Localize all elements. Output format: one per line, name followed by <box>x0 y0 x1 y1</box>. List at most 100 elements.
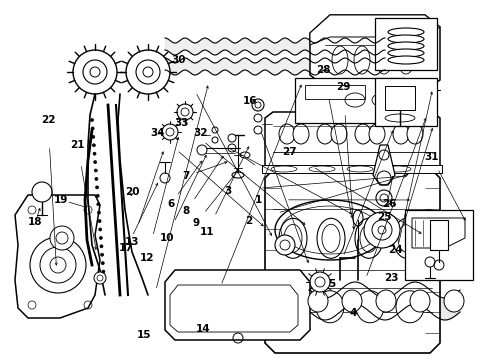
Ellipse shape <box>393 218 421 258</box>
Text: 10: 10 <box>159 233 174 243</box>
Bar <box>430 220 448 250</box>
Ellipse shape <box>396 291 424 323</box>
Polygon shape <box>265 112 440 167</box>
Text: 28: 28 <box>316 65 331 75</box>
Circle shape <box>96 186 98 189</box>
Text: 29: 29 <box>336 82 350 92</box>
Text: 15: 15 <box>137 330 152 340</box>
Circle shape <box>95 177 98 180</box>
Polygon shape <box>265 168 440 353</box>
Polygon shape <box>310 15 440 45</box>
Polygon shape <box>15 195 100 318</box>
Circle shape <box>100 253 103 256</box>
Ellipse shape <box>369 124 385 144</box>
Ellipse shape <box>293 124 309 144</box>
Ellipse shape <box>444 290 464 312</box>
Circle shape <box>310 272 330 292</box>
Circle shape <box>98 220 101 222</box>
Ellipse shape <box>317 218 345 258</box>
Ellipse shape <box>342 290 362 312</box>
Circle shape <box>126 50 170 94</box>
Text: 25: 25 <box>377 212 392 222</box>
Ellipse shape <box>276 291 304 323</box>
Bar <box>375 78 437 126</box>
Text: 31: 31 <box>424 152 439 162</box>
Text: 4: 4 <box>349 308 357 318</box>
Circle shape <box>96 194 99 197</box>
Text: 22: 22 <box>41 114 55 125</box>
Bar <box>295 78 405 123</box>
Circle shape <box>275 235 295 255</box>
Ellipse shape <box>355 124 371 144</box>
Circle shape <box>212 137 218 143</box>
Ellipse shape <box>376 290 396 312</box>
Circle shape <box>228 144 236 152</box>
Ellipse shape <box>410 290 430 312</box>
Circle shape <box>372 220 392 240</box>
Circle shape <box>91 127 94 130</box>
Bar <box>305 85 365 99</box>
Ellipse shape <box>356 291 384 323</box>
Text: 11: 11 <box>199 227 214 237</box>
Circle shape <box>212 127 218 133</box>
Text: 30: 30 <box>172 55 186 66</box>
Circle shape <box>94 272 106 284</box>
Circle shape <box>93 152 96 155</box>
Text: 5: 5 <box>329 279 336 289</box>
Circle shape <box>228 134 236 142</box>
Text: 9: 9 <box>193 218 199 228</box>
Circle shape <box>101 262 104 265</box>
Polygon shape <box>170 285 298 332</box>
Text: 23: 23 <box>384 273 398 283</box>
Circle shape <box>97 203 100 206</box>
Circle shape <box>102 270 105 273</box>
Circle shape <box>136 60 160 84</box>
Text: 19: 19 <box>54 195 69 205</box>
Polygon shape <box>373 145 395 185</box>
Circle shape <box>94 169 98 172</box>
Circle shape <box>160 173 170 183</box>
Circle shape <box>254 114 262 122</box>
Polygon shape <box>165 270 310 340</box>
Text: 1: 1 <box>255 195 262 205</box>
Circle shape <box>98 228 102 231</box>
Circle shape <box>83 60 107 84</box>
Circle shape <box>252 99 264 111</box>
Text: 13: 13 <box>125 237 140 247</box>
Polygon shape <box>310 15 440 90</box>
Ellipse shape <box>388 28 424 36</box>
Bar <box>375 18 437 70</box>
Circle shape <box>50 226 74 250</box>
Circle shape <box>91 118 94 122</box>
Text: 20: 20 <box>125 186 140 197</box>
Text: 3: 3 <box>224 186 231 196</box>
Text: 8: 8 <box>183 206 190 216</box>
Ellipse shape <box>388 49 424 57</box>
Text: 33: 33 <box>174 118 189 128</box>
Circle shape <box>30 237 86 293</box>
Ellipse shape <box>232 172 244 178</box>
Bar <box>405 210 473 280</box>
Circle shape <box>254 126 262 134</box>
Ellipse shape <box>388 35 424 43</box>
Circle shape <box>364 212 400 248</box>
Text: 2: 2 <box>245 216 252 226</box>
Text: 7: 7 <box>182 171 190 181</box>
Text: 24: 24 <box>389 245 403 255</box>
Ellipse shape <box>308 290 328 312</box>
Bar <box>262 165 442 173</box>
Text: 12: 12 <box>140 253 154 264</box>
Circle shape <box>162 124 178 140</box>
Ellipse shape <box>388 56 424 64</box>
Text: 34: 34 <box>150 128 165 138</box>
Ellipse shape <box>316 291 344 323</box>
Ellipse shape <box>393 124 409 144</box>
Text: 14: 14 <box>196 324 211 334</box>
Bar <box>385 86 415 110</box>
Text: 6: 6 <box>167 199 174 210</box>
Circle shape <box>73 50 117 94</box>
Text: 32: 32 <box>194 128 208 138</box>
Circle shape <box>102 279 105 282</box>
Circle shape <box>100 245 103 248</box>
Polygon shape <box>412 218 465 248</box>
